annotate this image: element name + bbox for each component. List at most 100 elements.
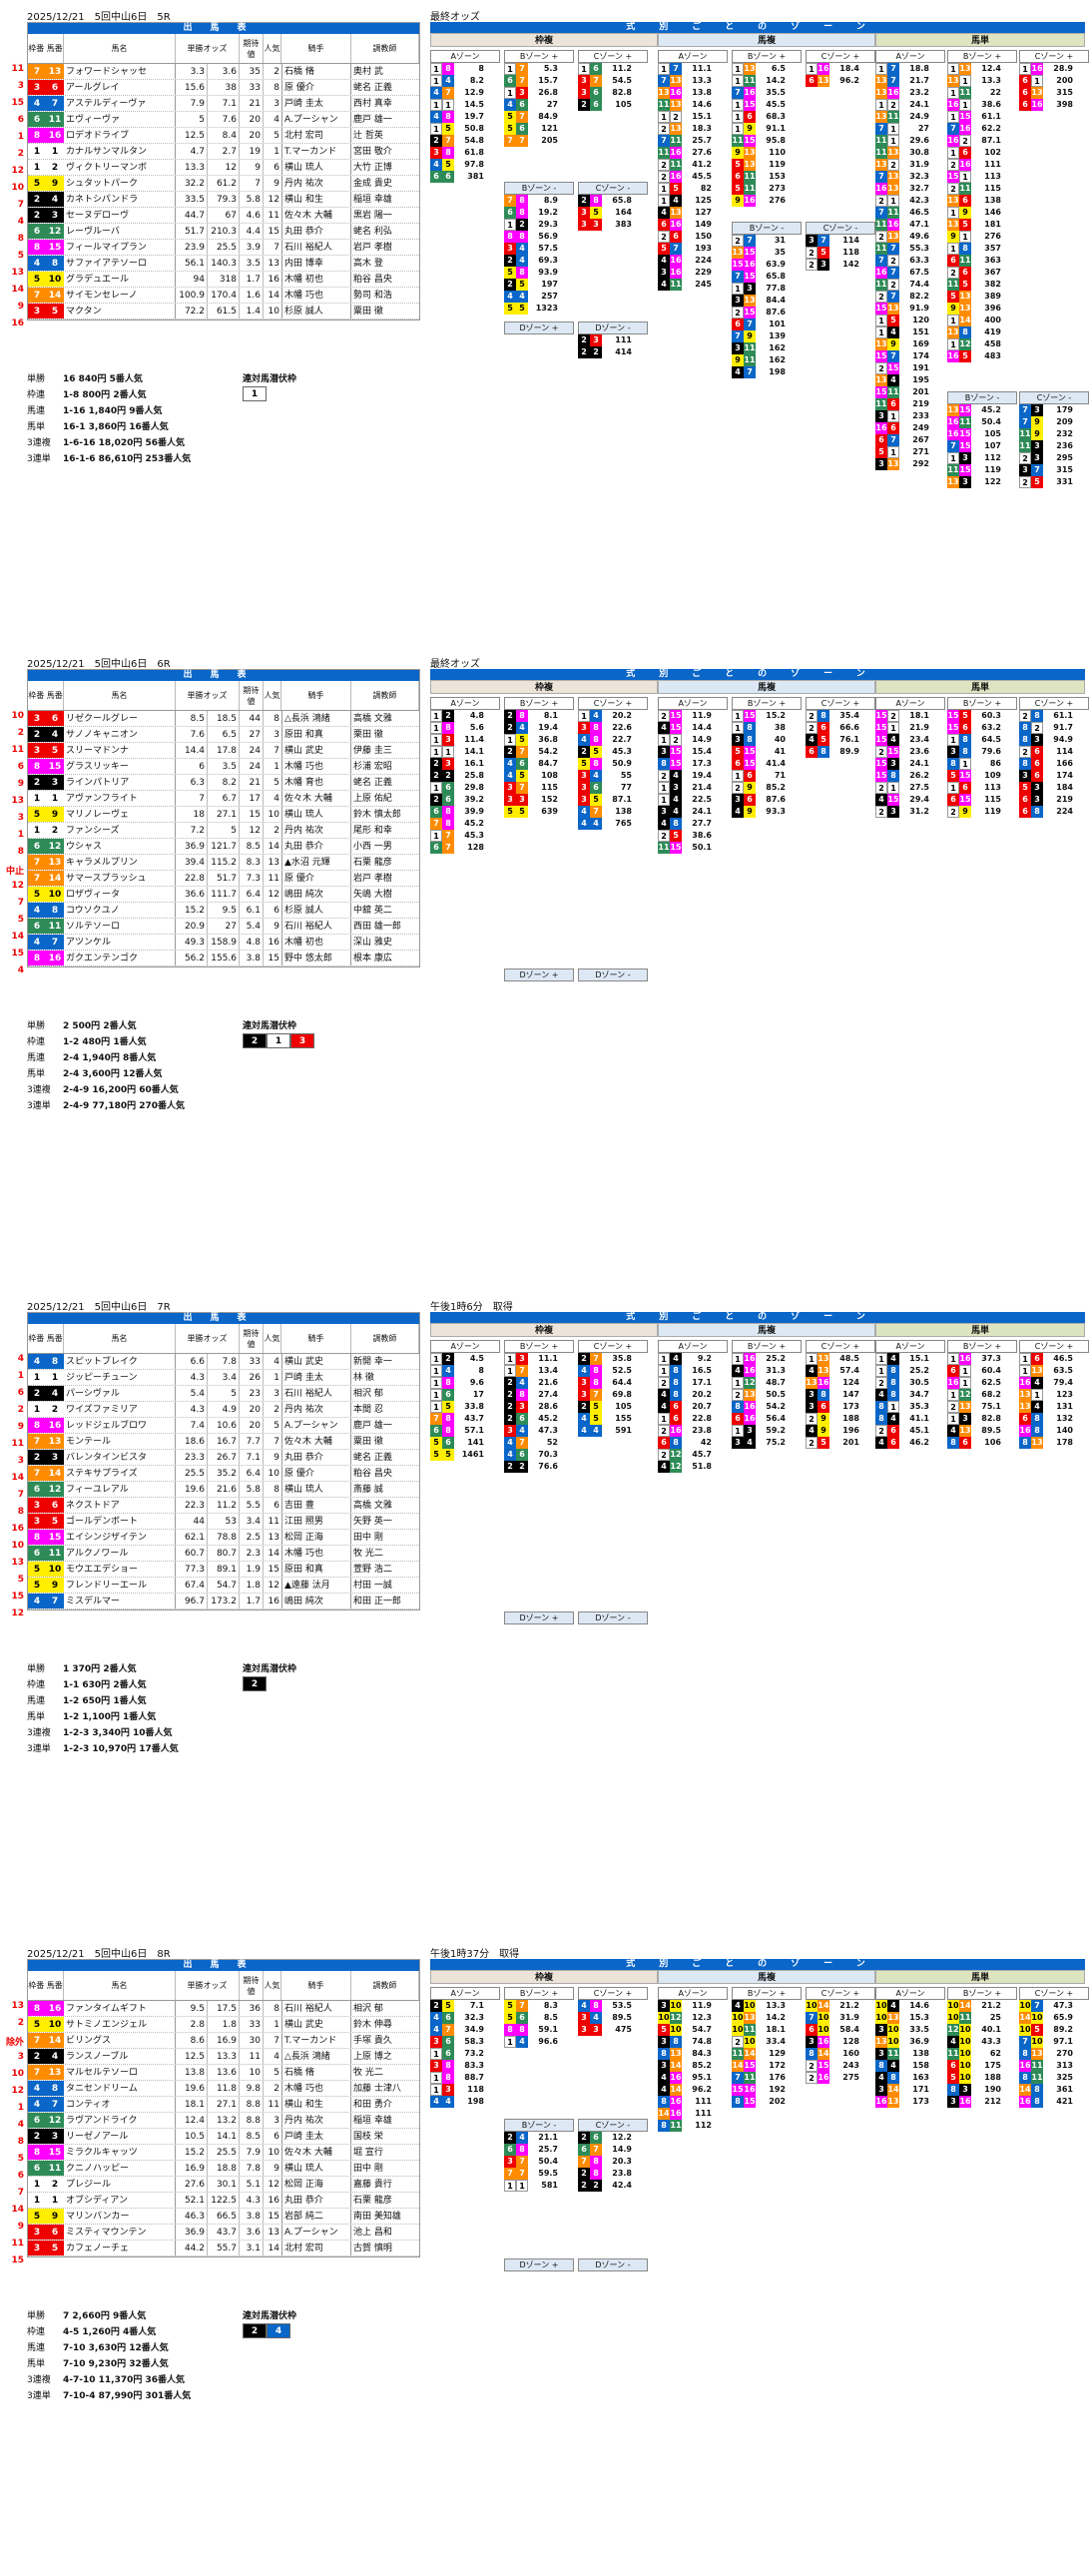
runner-row[interactable]: 2 3 リーゼノアール 10.5 14.1 8.5 6 戸崎 圭太 国枝 栄 [28,2129,419,2145]
lurk-frame-box: 4 [267,2323,290,2338]
runner-row[interactable]: 3 5 カフェノーチェ 44.2 55.7 3.1 14 北村 宏司 古賀 慎明 [28,2241,419,2256]
runner-row[interactable]: 5 10 サトミノエンジェル 2.8 1.8 33 1 横山 武史 鈴木 伸尋 [28,2017,419,2033]
runner-row[interactable]: 6 12 フィーユレアル 19.6 21.6 5.8 8 横山 琉人 斎藤 誠 [28,1482,419,1498]
combo-number: 16 [1031,99,1043,111]
runner-row[interactable]: 2 4 サノノキャニオン 7.6 6.5 27 3 原田 和真 栗田 徹 [28,727,419,743]
runner-row[interactable]: 4 7 アステルディーヴァ 7.9 7.1 21 3 戸崎 圭太 西村 真幸 [28,96,419,112]
combo-number: 6 [442,794,454,806]
runner-row[interactable]: 3 6 アールグレイ 15.6 38 33 8 原 優介 蛯名 正義 [28,80,419,96]
combo-number: 3 [430,2060,442,2072]
runner-row[interactable]: 7 14 サマースプラッシュ 22.8 51.7 7.3 11 原 優介 岩戸 孝樹 [28,871,419,887]
zone-header: Cゾーン - [578,2119,648,2132]
payout-value: 16-1-6 86,610円 253番人気 [63,454,192,464]
runner-row[interactable]: 5 10 モウエエデショー 77.3 89.1 1.9 15 原田 和真 萱野 浩二 [28,1562,419,1578]
runner-row[interactable]: 1 1 アヴァンフライト 7 6.7 17 4 佐々木 大輔 上原 佑紀 [28,791,419,807]
current-odds: 25.5 [208,240,240,255]
combo-number: 3 [578,722,590,734]
lurk-frame-box: 2 [243,1033,267,1048]
runner-row[interactable]: 2 3 バレンタインビスタ 23.3 26.7 7.1 9 丸田 恭介 蛯名 正義 [28,1450,419,1466]
runner-row[interactable]: 8 16 ファンタイムギフト 9.5 17.5 36 8 石川 裕紀人 相沢 郁 [28,2001,419,2017]
runner-row[interactable]: 3 5 スリーマドンナ 14.4 17.8 24 7 横山 武史 伊藤 圭三 [28,743,419,759]
zone-row: 8 16 111 [658,2096,728,2108]
finish-position: 13 [11,796,24,806]
runner-row[interactable]: 6 11 エヴィーヴァ 5 7.6 20 4 A.プーシャン 鹿戸 雄一 [28,112,419,128]
runner-row[interactable]: 6 12 ウシャス 36.9 121.7 8.5 14 丸田 恭介 小西 一男 [28,839,419,855]
runner-row[interactable]: 2 4 パーシヴァル 5.4 5 23 3 石川 裕紀人 相沢 郁 [28,1386,419,1402]
runner-row[interactable]: 7 14 ステキサプライズ 25.5 35.2 6.4 10 原 優介 粕谷 昌央 [28,1466,419,1482]
runner-row[interactable]: 4 7 コンティオ 18.1 27.1 8.8 11 横山 和生 和田 勇介 [28,2097,419,2113]
combo-number: 10 [806,2000,818,2012]
runner-row[interactable]: 6 11 アルクノワール 60.7 80.7 2.3 14 木幡 巧也牧 光二 [28,1546,419,1562]
combo-number: 7 [1019,416,1031,428]
zone-row: 1 4 151 [875,326,945,338]
runner-row[interactable]: 3 6 リゼクールグレー 8.5 18.5 44 8 △長浜 鴻緒 高橋 文雅 [28,711,419,727]
combo-number: 3 [442,734,454,746]
runner-row[interactable]: 1 2 ヴィクトリーマンボ 13.3 12 9 6 横山 琉人 大竹 正博 [28,160,419,176]
odds-value: 139 [769,331,786,340]
runner-row[interactable]: 5 10 グラデュエール 94 318 1.7 16 木幡 初也 粕谷 昌央 [28,272,419,288]
runner-row[interactable]: 5 9 マリノレーヴェ 18 27.1 15 10 横山 琉人 鈴木 慎太郎 [28,807,419,823]
runner-row[interactable]: 3 6 ミスティマウンテン 36.9 43.7 3.6 13 A.プーシャン 池上 昌和 [28,2225,419,2241]
runner-row[interactable]: 8 16 ロデオドライブ 12.5 8.4 20 5 北村 宏司辻 哲英 [28,128,419,144]
runner-row[interactable]: 4 7 アツンケル 49.3 158.9 4.8 16 木幡 初也 深山 雅史 [28,935,419,951]
runner-row[interactable]: 2 3 ラインパトリア 6.3 8.2 21 5 木幡 育也 蛯名 正義 [28,775,419,791]
runner-row[interactable]: 8 16 ガクエンテンゴク 56.2 155.6 3.8 15 野中 悠太郎 根本 康広 [28,951,419,966]
runner-row[interactable]: 1 2 プレジール 27.6 30.1 5.1 12 松岡 正海 嘉藤 貴行 [28,2177,419,2193]
combo-number: 8 [887,770,899,782]
runner-row[interactable]: 3 6 ネクストドア 22.3 11.2 5.5 6 吉田 豊高橋 文雅 [28,1498,419,1514]
runner-row[interactable]: 7 13 モンテール 18.6 16.7 7.7 7 佐々木 大輔 粟田 徹 [28,1434,419,1450]
zone-row: 2 8 35.4 [806,710,875,722]
runner-row[interactable]: 7 13 キャラメルプリン 39.4 115.2 8.3 13 ▲水沼 元輝 石栗 龍彦 [28,855,419,871]
runner-row[interactable]: 5 10 ロザヴィータ 36.6 111.7 6.4 12 嶋田 純次 矢嶋 大樹 [28,887,419,903]
runner-row[interactable]: 6 11 ソルテソーロ 20.9 27 5.4 9 石川 裕紀人 西田 雄一郎 [28,919,419,935]
runner-row[interactable]: 7 14 ビリングス 8.6 16.9 30 7 T.マーカンド 手塚 貴久 [28,2033,419,2049]
odds-value: 95.8 [766,136,786,145]
runner-row[interactable]: 5 9 シュタットパーク 32.2 61.2 7 9 丹内 祐次 金成 貴史 [28,176,419,192]
runner-row[interactable]: 1 1 ジッピーチューン 4.3 3.4 26 1 戸崎 圭太林 徹 [28,1370,419,1386]
runner-row[interactable]: 4 8 サファイアテソーロ 56.1 140.3 3.5 13 内田 博幸 高木 登 [28,256,419,272]
combo-number: 8 [442,147,454,159]
runner-row[interactable]: 4 8 スピットブレイク 6.6 7.8 33 4 横山 武史 新開 幸一 [28,1354,419,1370]
runner-row[interactable]: 3 5 ゴールデンボート 44 53 3.4 11 江田 照男 矢野 英一 [28,1514,419,1530]
odds-value: 119 [769,160,786,169]
runner-row[interactable]: 7 13 フォワードシャッセ 3.3 3.6 35 2 石橋 脩奥村 武 [28,64,419,80]
runner-row[interactable]: 7 14 サイモンセレーノ 100.9 170.4 1.6 14 木幡 巧也 勢司 和浩 [28,288,419,304]
runner-row[interactable]: 1 2 ワイズファミリア 4.3 4.9 20 2 丹内 祐次 本間 忍 [28,1402,419,1418]
runner-row[interactable]: 3 5 マクタン 72.2 61.5 1.4 10 杉原 誠人 粟田 徹 [28,304,419,320]
runner-row[interactable]: 2 3 セーヌデローヴ 44.7 67 4.6 11 佐々木 大輔 黒岩 陽一 [28,208,419,224]
zone-row: 16 15 105 [947,428,1017,440]
runner-row[interactable]: 6 12 レーヴルーバ 51.7 210.3 4.4 15 丸田 恭介 蛯名 利弘 [28,224,419,240]
runner-row[interactable]: 7 13 マルセルテソーロ 13.8 13.6 10 5 石橋 脩牧 光二 [28,2065,419,2081]
runner-row[interactable]: 5 9 マリンバンカー 46.3 66.5 3.8 15 岩部 純二 南田 美知雄 [28,2209,419,2225]
runner-row[interactable]: 8 15 フィールマイプラン 23.9 25.5 3.9 7 石川 裕紀人 岩戸 孝樹 [28,240,419,256]
runner-row[interactable]: 1 1 オブシディアン 52.1 122.5 4.3 16 丸田 恭介 石栗 龍彦 [28,2193,419,2209]
zone-row: 11 14 129 [732,2048,802,2060]
odds-value: 4.8 [469,711,484,720]
runner-row[interactable]: 2 4 カネトシパンドラ 33.5 79.3 5.8 12 横山 和生 稲垣 幸雄 [28,192,419,208]
combo-number: 1 [430,99,442,111]
jockey: 嶋田 純次 [281,887,351,902]
combo-number: 11 [744,342,756,354]
finish-position: 12 [11,166,24,176]
runner-row[interactable]: 4 8 コウソクユノ 15.2 9.5 6.1 6 杉原 誠人 中舘 英二 [28,903,419,919]
zone-block: Dゾーン + [504,968,574,981]
runner-row[interactable]: 6 12 ラヴアンドライク 12.4 13.2 8.8 3 丹内 祐次 稲垣 幸雄 [28,2113,419,2129]
runner-row[interactable]: 6 11 クニノハッピー 16.9 18.8 7.8 9 横山 琉人 田中 剛 [28,2161,419,2177]
runner-row[interactable]: 8 15 ミラクルキャッツ 15.2 25.5 7.9 10 佐々木 大輔堀 宣行 [28,2145,419,2161]
runner-row[interactable]: 1 2 ファンシーズ 7.2 5 12 2 丹内 祐次 尾形 和幸 [28,823,419,839]
runner-row[interactable]: 8 16 レッドジェルブロワ 7.4 10.6 20 5 A.プーシャン 鹿戸 雄一 [28,1418,419,1434]
combo-number: 11 [887,386,899,398]
runner-row[interactable]: 1 1 カナルサンマルタン 4.7 2.7 19 1 T.マーカンド 宮田 敬介 [28,144,419,160]
runner-row[interactable]: 2 4 ランスノーブル 12.5 13.3 11 4 △長浜 鴻緒 上原 博之 [28,2049,419,2065]
runner-row[interactable]: 4 8 タニセンドリーム 19.6 11.8 9.8 2 木幡 巧也 加藤 士津八 [28,2081,419,2097]
expected-value: 33 [240,80,264,95]
runner-row[interactable]: 5 9 フレンドリーエール 67.4 54.7 1.8 12 ▲遠藤 汰月 村田 一誠 [28,1578,419,1594]
odds-value: 67.5 [909,268,929,277]
odds-value: 120 [912,316,929,324]
runner-row[interactable]: 8 15 エイシンジザイテン 62.1 78.8 2.5 13 松岡 正海 田中 剛 [28,1530,419,1546]
popularity: 14 [268,291,279,301]
runner-row[interactable]: 4 7 ミスデルマー 96.7 173.2 1.7 16 嶋田 純次 和田 正一郎 [28,1594,419,1610]
runner-row[interactable]: 8 15 グラスリッキー 6 3.5 24 1 木幡 巧也 杉浦 宏昭 [28,759,419,775]
odds-value: 50.4 [981,417,1001,426]
expected-value: 27 [240,727,264,742]
